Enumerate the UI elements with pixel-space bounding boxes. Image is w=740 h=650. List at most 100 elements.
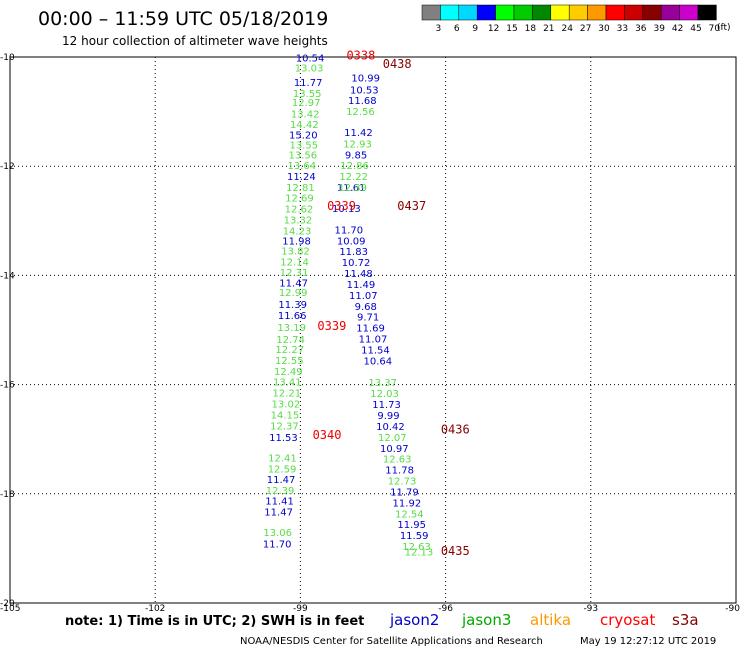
- wave-height-value: 12.54: [395, 509, 424, 520]
- wave-height-value: 14.42: [290, 120, 319, 131]
- legend-entry-jason3: jason3: [461, 611, 511, 629]
- color-scale-bar: 3 6 9 12 15 18 21 24 27 30 33 36 39 42 45 70: [421, 4, 721, 34]
- wave-height-value: 10.13: [332, 204, 361, 215]
- wave-height-value: 12.81: [286, 183, 315, 194]
- axis-ticks: -105 -102 -99 -96 -93 -90 -10 -12 -14 -16 -18 -20: [0, 53, 740, 614]
- wave-height-value: 11.70: [263, 539, 292, 550]
- color-scale-unit: (ft): [717, 23, 731, 33]
- wave-height-value: 9.71: [357, 313, 379, 324]
- color-scale-label: 39: [653, 24, 665, 34]
- wave-height-value: 11.95: [397, 520, 426, 531]
- wave-height-value: 12.63: [402, 542, 431, 553]
- wave-height-value: 11.47: [264, 508, 293, 519]
- wave-height-value: 14.23: [283, 226, 312, 237]
- color-scale-swatch: [642, 4, 662, 21]
- y-tick-label: -12: [0, 162, 15, 172]
- pass-time-label: 0438: [383, 57, 412, 71]
- wave-height-value: 11.42: [344, 128, 373, 139]
- wave-height-value: 10.09: [337, 236, 366, 247]
- wave-height-value: 13.32: [284, 216, 313, 227]
- wave-height-value: 11.47: [279, 278, 308, 289]
- wave-height-value: 11.48: [344, 269, 373, 280]
- wave-height-value: 12.22: [339, 172, 368, 183]
- wave-height-value: 12.37: [270, 421, 299, 432]
- pass-time-label: 0338: [346, 49, 375, 63]
- wave-height-value: 12.39: [338, 183, 367, 194]
- y-tick-label: -16: [0, 381, 15, 391]
- wave-height-value: 11.79: [390, 487, 419, 498]
- wave-height-value: 12.21: [273, 389, 302, 400]
- color-scale-label: 36: [635, 24, 647, 34]
- wave-height-value: 11.49: [347, 280, 376, 291]
- legend-entry-altika: altika: [530, 611, 571, 629]
- y-tick-label: -20: [0, 599, 15, 609]
- wave-height-value: 12.63: [383, 455, 412, 466]
- wave-height-value: 11.41: [265, 497, 294, 508]
- color-scale-label: 9: [472, 24, 478, 34]
- wave-height-value: 11.69: [356, 324, 385, 335]
- x-tick-label: -99: [293, 604, 308, 614]
- color-scale-swatch: [697, 4, 717, 21]
- wave-height-value: 11.83: [339, 247, 368, 258]
- wave-height-value: 12.99: [279, 288, 308, 299]
- pass-time-labels: 0338 0438 0339 0437 0339 0340 0436 0435: [313, 49, 470, 558]
- color-scale-label: 12: [488, 24, 499, 34]
- pass-time-label: 0339: [327, 199, 356, 213]
- color-scale-label: 21: [543, 24, 554, 34]
- satellite-legend: jason2 jason3 altika cryosat s3a: [389, 611, 699, 629]
- wave-height-value: 11.61: [337, 183, 366, 194]
- wave-height-value: 13.02: [272, 400, 301, 411]
- plot-grid: [10, 57, 736, 603]
- pass-time-label: 0435: [441, 544, 470, 558]
- wave-height-value: 11.07: [349, 291, 378, 302]
- wave-height-value: 12.97: [292, 98, 321, 109]
- wave-height-value: 12.73: [388, 477, 417, 488]
- x-tick-label: -93: [583, 604, 598, 614]
- wave-height-value: 12.55: [275, 356, 304, 367]
- wave-height-value: 11.07: [359, 335, 388, 346]
- wave-height-value: 11.66: [278, 311, 307, 322]
- x-tick-label: -96: [438, 604, 453, 614]
- wave-height-value: 10.53: [350, 86, 379, 97]
- pass-time-label: 0437: [397, 199, 426, 213]
- wave-height-value: 11.53: [269, 433, 298, 444]
- wave-height-value: 12.56: [346, 107, 375, 118]
- wave-height-value: 12.03: [370, 389, 399, 400]
- color-scale-swatch: [532, 4, 552, 21]
- wave-height-value: 13.19: [277, 323, 306, 334]
- footer-timestamp: May 19 12:27:12 UTC 2019: [580, 636, 716, 647]
- color-scale-label: 6: [454, 24, 460, 34]
- wave-height-value: 12.39: [266, 486, 295, 497]
- wave-height-value: 11.59: [400, 531, 429, 542]
- chart-subtitle: 12 hour collection of altimeter wave hei…: [62, 34, 328, 48]
- wave-height-value: 13.55: [293, 89, 322, 100]
- wave-height-value: 12.31: [280, 268, 309, 279]
- wave-height-value: 12.07: [378, 433, 407, 444]
- wave-height-value: 11.47: [267, 475, 296, 486]
- wave-height-value: 12.49: [274, 367, 303, 378]
- wave-height-value: 12.69: [285, 194, 314, 205]
- wave-height-value: 10.54: [296, 53, 325, 64]
- wave-height-value: 11.77: [294, 78, 323, 89]
- wave-height-value: 13.03: [295, 64, 324, 75]
- color-scale-swatch: [513, 4, 533, 21]
- pass-time-label: 0340: [313, 428, 342, 442]
- wave-height-value: 11.39: [278, 300, 307, 311]
- color-scale-label: 70: [709, 24, 721, 34]
- footer-note: note: 1) Time is in UTC; 2) SWH is in fe…: [65, 614, 364, 629]
- wave-height-value: 15.20: [289, 130, 318, 141]
- wave-height-value: 10.72: [342, 258, 371, 269]
- wave-height-value: 13.41: [273, 378, 302, 389]
- x-tick-label: -105: [0, 604, 20, 614]
- chart-title: 00:00 – 11:59 UTC 05/18/2019: [38, 8, 328, 30]
- wave-height-value: 13.42: [291, 110, 320, 121]
- wave-height-value: 10.64: [364, 356, 393, 367]
- x-tick-label: -90: [725, 604, 740, 614]
- color-scale-swatch: [605, 4, 625, 21]
- color-scale-label: 3: [436, 24, 442, 34]
- wave-height-value: 12.41: [268, 454, 297, 465]
- wave-height-value: 12.86: [340, 161, 369, 172]
- color-scale-swatch: [568, 4, 588, 21]
- wave-height-value: 13.06: [263, 528, 292, 539]
